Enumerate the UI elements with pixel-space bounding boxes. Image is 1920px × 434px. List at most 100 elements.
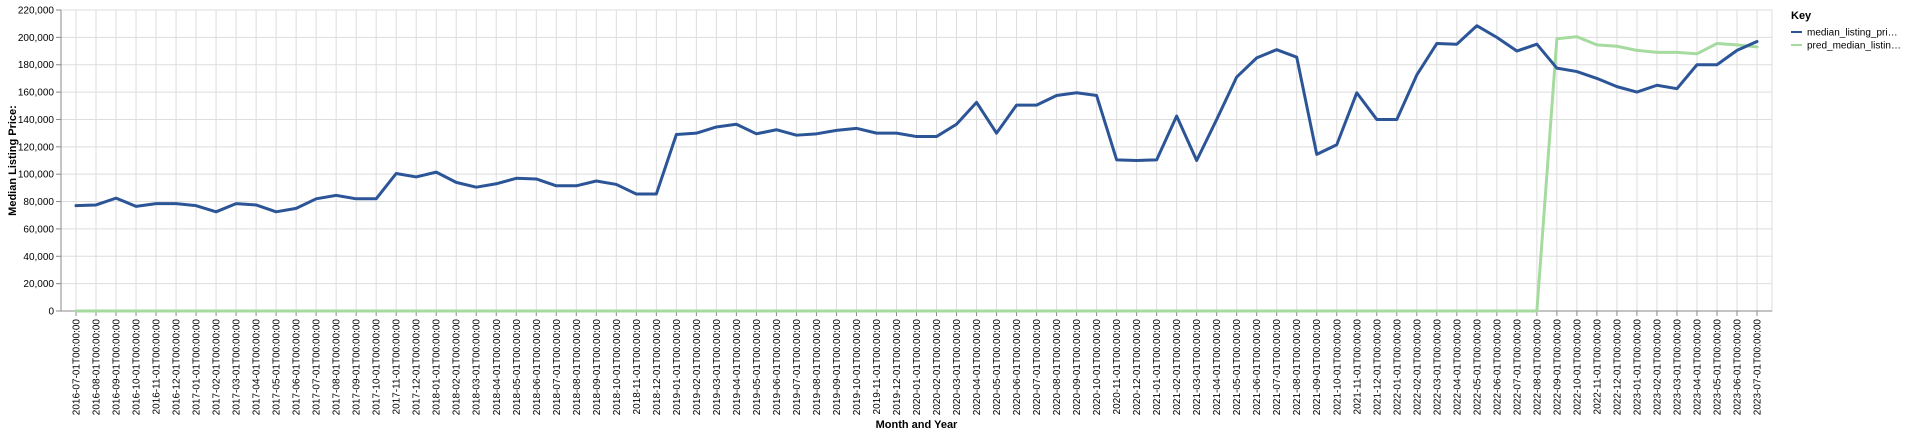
- x-tick-label: 2019-10-01T00:00:00: [852, 319, 863, 416]
- x-tick-label: 2023-03-01T00:00:00: [1672, 319, 1683, 416]
- x-axis-title: Month and Year: [876, 419, 958, 431]
- x-tick-label: 2020-03-01T00:00:00: [952, 319, 963, 416]
- x-tick-label: 2019-09-01T00:00:00: [832, 319, 843, 416]
- x-tick-label: 2023-07-01T00:00:00: [1753, 319, 1764, 416]
- x-tick-label: 2017-08-01T00:00:00: [332, 319, 343, 416]
- x-tick-label: 2019-03-01T00:00:00: [712, 319, 723, 416]
- x-tick-label: 2021-05-01T00:00:00: [1232, 319, 1243, 416]
- x-tick-label: 2019-12-01T00:00:00: [892, 319, 903, 416]
- x-tick-label: 2018-10-01T00:00:00: [612, 319, 623, 416]
- legend-entry-label: median_listing_pri…: [1807, 28, 1898, 39]
- x-tick-label: 2022-07-01T00:00:00: [1512, 319, 1523, 416]
- y-tick-label: 180,000: [18, 60, 55, 71]
- x-tick-label: 2020-05-01T00:00:00: [992, 319, 1003, 416]
- x-tick-label: 2021-08-01T00:00:00: [1292, 319, 1303, 416]
- x-tick-label: 2017-12-01T00:00:00: [412, 319, 423, 416]
- x-tick-label: 2017-10-01T00:00:00: [372, 319, 383, 416]
- x-tick-label: 2022-06-01T00:00:00: [1492, 319, 1503, 416]
- x-tick-label: 2023-06-01T00:00:00: [1732, 319, 1743, 416]
- x-tick-label: 2017-07-01T00:00:00: [312, 319, 323, 416]
- x-tick-label: 2016-10-01T00:00:00: [132, 319, 143, 416]
- x-tick-label: 2020-02-01T00:00:00: [932, 319, 943, 416]
- x-tick-label: 2016-11-01T00:00:00: [152, 319, 163, 415]
- series-line-1: [74, 24, 1759, 214]
- x-tick-label: 2022-02-01T00:00:00: [1412, 319, 1423, 416]
- x-tick-label: 2017-03-01T00:00:00: [232, 319, 243, 416]
- x-tick-label: 2020-12-01T00:00:00: [1132, 319, 1143, 416]
- x-tick-label: 2019-08-01T00:00:00: [812, 319, 823, 416]
- x-tick-label: 2021-10-01T00:00:00: [1332, 319, 1343, 416]
- x-tick-label: 2022-09-01T00:00:00: [1552, 319, 1563, 416]
- x-tick-label: 2019-04-01T00:00:00: [732, 319, 743, 416]
- x-tick-label: 2020-04-01T00:00:00: [972, 319, 983, 416]
- x-tick-label: 2022-01-01T00:00:00: [1392, 319, 1403, 416]
- x-tick-label: 2016-07-01T00:00:00: [72, 319, 83, 416]
- y-tick-label: 20,000: [23, 279, 54, 290]
- gridlines: [60, 9, 1773, 312]
- x-tick-label: 2017-05-01T00:00:00: [272, 319, 283, 416]
- x-tick-label: 2020-08-01T00:00:00: [1052, 319, 1063, 416]
- y-tick-label: 160,000: [18, 88, 55, 99]
- x-tick-label: 2017-11-01T00:00:00: [392, 319, 403, 415]
- x-tick-label: 2021-09-01T00:00:00: [1312, 319, 1323, 416]
- x-tick-label: 2017-04-01T00:00:00: [252, 319, 263, 416]
- y-tick-label: 100,000: [18, 170, 55, 181]
- y-tick-label: 140,000: [18, 115, 55, 126]
- x-tick-label: 2018-09-01T00:00:00: [592, 319, 603, 416]
- x-tick-label: 2018-03-01T00:00:00: [472, 319, 483, 416]
- x-tick-label: 2018-05-01T00:00:00: [512, 319, 523, 416]
- x-tick-label: 2017-01-01T00:00:00: [192, 319, 203, 416]
- x-tick-label: 2022-05-01T00:00:00: [1472, 319, 1483, 416]
- x-tick-label: 2021-06-01T00:00:00: [1252, 319, 1263, 416]
- series-lines: [74, 24, 1759, 313]
- x-tick-label: 2018-11-01T00:00:00: [632, 319, 643, 415]
- x-tick-label: 2022-11-01T00:00:00: [1592, 319, 1603, 415]
- x-axis: 2016-07-01T00:00:00 2016-08-01T00:00:00 20…: [61, 310, 1772, 416]
- x-tick-label: 2019-02-01T00:00:00: [692, 319, 703, 416]
- x-tick-label: 2021-04-01T00:00:00: [1212, 319, 1223, 416]
- x-tick-label: 2016-08-01T00:00:00: [92, 319, 103, 416]
- x-tick-label: 2022-08-01T00:00:00: [1532, 319, 1543, 416]
- x-tick-label: 2016-12-01T00:00:00: [172, 319, 183, 416]
- x-tick-label: 2020-10-01T00:00:00: [1092, 319, 1103, 416]
- x-tick-label: 2020-09-01T00:00:00: [1072, 319, 1083, 416]
- y-axis: 0 20,000 40,000 60,000 80,000 100,000 120,000 1…: [18, 6, 62, 318]
- x-tick-label: 2022-04-01T00:00:00: [1452, 319, 1463, 416]
- x-tick-label: 2021-03-01T00:00:00: [1192, 319, 1203, 416]
- x-tick-label: 2019-07-01T00:00:00: [792, 319, 803, 416]
- x-tick-label: 2020-01-01T00:00:00: [912, 319, 923, 416]
- x-tick-label: 2018-06-01T00:00:00: [532, 319, 543, 416]
- x-tick-label: 2021-01-01T00:00:00: [1152, 319, 1163, 416]
- y-tick-label: 60,000: [23, 224, 54, 235]
- x-tick-label: 2017-09-01T00:00:00: [352, 319, 363, 416]
- x-tick-label: 2022-03-01T00:00:00: [1432, 319, 1443, 416]
- y-tick-label: 200,000: [18, 33, 55, 44]
- x-tick-label: 2019-06-01T00:00:00: [772, 319, 783, 416]
- legend: Key median_listing_pri… pred_median_listi…: [1791, 10, 1901, 52]
- y-tick-label: 40,000: [23, 252, 54, 263]
- x-tick-label: 2023-05-01T00:00:00: [1712, 319, 1723, 416]
- y-tick-label: 220,000: [18, 6, 55, 17]
- y-tick-label: 0: [48, 307, 54, 318]
- x-tick-label: 2018-02-01T00:00:00: [452, 319, 463, 416]
- x-tick-label: 2018-12-01T00:00:00: [652, 319, 663, 416]
- x-tick-label: 2017-02-01T00:00:00: [212, 319, 223, 416]
- x-tick-label: 2021-11-01T00:00:00: [1352, 319, 1363, 415]
- y-tick-label: 80,000: [23, 197, 54, 208]
- y-axis-title: Median Listing Price:: [7, 105, 19, 216]
- x-tick-label: 2020-07-01T00:00:00: [1032, 319, 1043, 416]
- x-tick-label: 2023-04-01T00:00:00: [1692, 319, 1703, 416]
- x-tick-label: 2020-11-01T00:00:00: [1112, 319, 1123, 415]
- legend-title: Key: [1791, 10, 1812, 22]
- x-tick-label: 2019-05-01T00:00:00: [752, 319, 763, 416]
- x-tick-label: 2019-11-01T00:00:00: [872, 319, 883, 415]
- x-tick-label: 2018-07-01T00:00:00: [552, 319, 563, 416]
- x-tick-label: 2023-02-01T00:00:00: [1652, 319, 1663, 416]
- x-tick-label: 2018-01-01T00:00:00: [432, 319, 443, 416]
- x-tick-label: 2022-12-01T00:00:00: [1612, 319, 1623, 416]
- x-tick-label: 2021-02-01T00:00:00: [1172, 319, 1183, 416]
- x-tick-label: 2021-07-01T00:00:00: [1272, 319, 1283, 416]
- x-tick-label: 2023-01-01T00:00:00: [1632, 319, 1643, 416]
- x-tick-label: 2019-01-01T00:00:00: [672, 319, 683, 416]
